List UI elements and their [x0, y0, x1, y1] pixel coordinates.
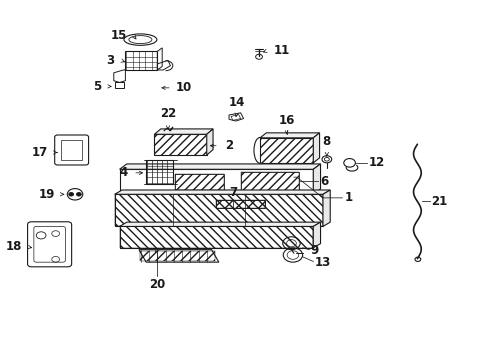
Polygon shape: [260, 133, 319, 138]
Text: 16: 16: [278, 114, 294, 127]
Bar: [120, 226, 313, 248]
Text: 18: 18: [5, 240, 22, 253]
Text: 11: 11: [273, 44, 289, 57]
Text: 15: 15: [111, 29, 127, 42]
Text: 19: 19: [38, 188, 55, 201]
Polygon shape: [120, 164, 320, 169]
Polygon shape: [115, 194, 322, 226]
Polygon shape: [313, 133, 319, 163]
Text: 10: 10: [175, 81, 191, 94]
Polygon shape: [260, 138, 313, 163]
Polygon shape: [313, 222, 320, 248]
Polygon shape: [206, 129, 213, 155]
Text: 17: 17: [32, 146, 48, 159]
Polygon shape: [313, 164, 320, 194]
Polygon shape: [154, 129, 213, 134]
Bar: [240, 172, 298, 191]
Text: 21: 21: [430, 195, 447, 208]
Bar: [216, 200, 264, 208]
Text: 3: 3: [106, 54, 115, 67]
Polygon shape: [120, 169, 313, 194]
Text: 4: 4: [119, 166, 127, 179]
Polygon shape: [322, 190, 329, 226]
Bar: [175, 174, 223, 190]
Bar: [175, 174, 223, 190]
Text: 6: 6: [320, 175, 328, 188]
Text: 5: 5: [93, 80, 102, 93]
Polygon shape: [120, 222, 320, 226]
Bar: [146, 160, 172, 184]
Text: 20: 20: [149, 278, 165, 291]
Bar: [140, 251, 215, 261]
Text: 13: 13: [314, 256, 330, 269]
Text: 1: 1: [344, 192, 352, 204]
Polygon shape: [115, 190, 329, 194]
Text: 2: 2: [224, 139, 233, 152]
Text: 9: 9: [310, 244, 319, 257]
Text: 22: 22: [160, 107, 176, 120]
Bar: [115, 194, 322, 226]
Text: 7: 7: [229, 185, 237, 199]
Bar: [240, 172, 298, 191]
Text: 8: 8: [322, 135, 330, 148]
Bar: [154, 134, 206, 155]
Text: 14: 14: [228, 95, 244, 109]
Circle shape: [76, 193, 81, 196]
Polygon shape: [120, 226, 313, 248]
Polygon shape: [154, 134, 206, 155]
Circle shape: [69, 193, 73, 196]
Bar: [260, 138, 313, 163]
Bar: [61, 140, 81, 160]
Text: 12: 12: [368, 156, 385, 169]
